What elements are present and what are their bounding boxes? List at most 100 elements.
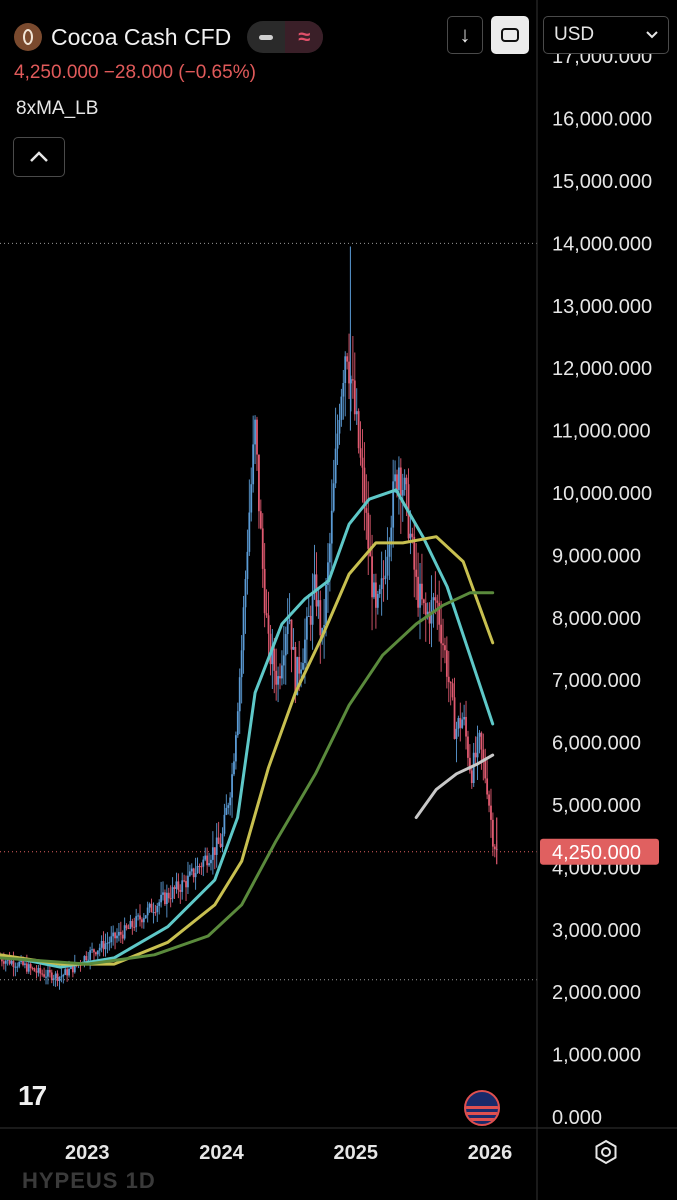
candle-body — [271, 648, 274, 665]
candle-body — [71, 965, 74, 973]
candle-body — [25, 963, 28, 972]
candle-body — [27, 964, 30, 972]
settings-icon[interactable] — [592, 1138, 620, 1166]
chevron-up-icon — [30, 151, 48, 162]
chart-type-toggle[interactable]: ≈ — [247, 21, 324, 53]
candle-body — [102, 940, 105, 950]
candle-body — [52, 978, 55, 980]
candle-body — [277, 676, 279, 685]
time-axis[interactable]: 2023 2024 2025 2026 — [0, 1127, 677, 1164]
y-tick-label: 13,000.000 — [552, 296, 652, 318]
candle-body — [436, 600, 439, 603]
candle-body — [152, 912, 155, 914]
candle-body — [413, 536, 416, 570]
candle-body — [328, 543, 331, 563]
candle-body — [376, 593, 379, 608]
chevron-down-icon — [646, 31, 658, 39]
candle-body — [490, 805, 492, 820]
candle-body — [37, 967, 40, 973]
candle-body — [390, 527, 393, 545]
candle-body — [177, 881, 180, 890]
candle-body — [12, 960, 15, 967]
candle-body — [22, 959, 24, 965]
candle-body — [223, 814, 226, 834]
candle-body — [231, 774, 233, 798]
wave-icon[interactable]: ≈ — [285, 21, 324, 53]
candle-body — [457, 718, 460, 729]
candle-body — [424, 603, 427, 615]
candle-body — [98, 947, 101, 951]
fullscreen-button[interactable] — [491, 16, 529, 54]
candle-body — [350, 379, 352, 384]
candle-body — [39, 967, 42, 974]
candle-body — [156, 905, 159, 913]
candle-body — [158, 902, 161, 906]
symbol-title[interactable]: Cocoa Cash CFD — [51, 23, 232, 50]
candle-body — [302, 662, 304, 670]
candle-body — [417, 576, 419, 608]
candle-body — [162, 892, 164, 895]
candle-body — [474, 752, 477, 758]
candle-body — [215, 837, 218, 855]
candle-body — [179, 889, 182, 892]
candle-body — [411, 533, 414, 537]
candle-body — [401, 490, 404, 496]
us-flag-icon[interactable] — [464, 1090, 500, 1126]
ma-line-1 — [0, 488, 495, 969]
candle-body — [43, 974, 46, 977]
candle-body — [238, 677, 241, 712]
candle-body — [298, 657, 301, 674]
moving-averages-group — [0, 488, 495, 969]
y-tick-label: 9,000.000 — [552, 545, 641, 567]
candle-body — [396, 474, 398, 491]
x-tick-label: 2026 — [468, 1142, 513, 1164]
candle-body — [35, 971, 38, 973]
y-tick-label: 15,000.000 — [552, 171, 652, 193]
candle-body — [165, 892, 168, 905]
ma-line-3 — [0, 591, 495, 966]
candle-body — [451, 683, 454, 698]
candle-body — [327, 562, 329, 585]
price-axis[interactable]: 0.0001,000.0002,000.0003,000.0004,000.00… — [536, 0, 659, 1200]
candle-body — [206, 855, 209, 866]
candle-body — [210, 859, 212, 864]
candle-body — [346, 356, 349, 362]
candle-body — [415, 569, 418, 577]
candle-body — [236, 711, 239, 736]
y-tick-label: 0.000 — [552, 1107, 602, 1129]
candle-body — [221, 833, 224, 847]
candle-body — [1, 957, 3, 962]
candle-body — [208, 863, 210, 866]
candle-body — [142, 918, 145, 923]
candle-body — [114, 932, 116, 939]
candle-body — [258, 454, 260, 512]
candle-body — [144, 915, 147, 919]
collapse-legend-button[interactable] — [13, 137, 65, 177]
candle-body — [409, 533, 412, 539]
candle-body — [330, 510, 333, 544]
indicator-label[interactable]: 8xMA_LB — [16, 98, 99, 119]
y-tick-label: 7,000.000 — [552, 670, 641, 692]
minus-icon[interactable] — [247, 21, 285, 53]
candle-body — [64, 969, 67, 975]
candle-body — [263, 568, 266, 614]
candle-body — [181, 880, 184, 892]
candle-body — [292, 646, 295, 650]
candle-body — [440, 624, 443, 644]
y-tick-label: 12,000.000 — [552, 358, 652, 380]
candle-body — [365, 508, 368, 513]
candle-body — [380, 578, 383, 590]
candle-body — [248, 512, 251, 552]
tradingview-logo[interactable]: 17 — [18, 1080, 47, 1111]
last-price-badge — [540, 838, 659, 865]
candle-body — [100, 940, 103, 948]
candle-body — [227, 805, 230, 808]
download-button[interactable]: ↓ — [447, 16, 483, 54]
candle-body — [351, 379, 354, 381]
y-tick-label: 5,000.000 — [552, 795, 641, 817]
candle-body — [240, 650, 243, 678]
currency-select[interactable]: USD — [543, 16, 669, 54]
candle-body — [146, 907, 149, 916]
candle-body — [259, 511, 262, 529]
